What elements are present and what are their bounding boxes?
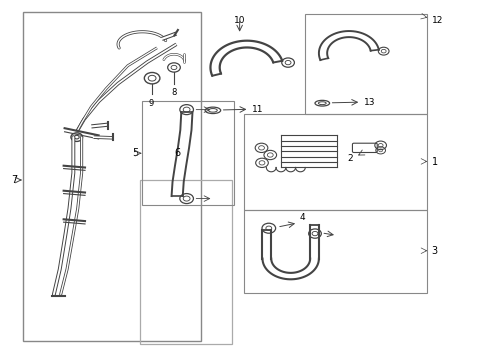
Bar	[305, 14, 426, 114]
Bar	[142, 102, 233, 205]
Bar	[140, 180, 232, 344]
Text: 12: 12	[431, 16, 442, 25]
Text: 1: 1	[431, 157, 437, 167]
Bar	[23, 12, 201, 341]
FancyBboxPatch shape	[352, 143, 376, 153]
Text: 13: 13	[363, 98, 374, 107]
Text: 4: 4	[299, 213, 305, 222]
Bar	[244, 114, 426, 210]
Text: 5: 5	[132, 148, 138, 158]
Text: 10: 10	[233, 16, 245, 25]
Text: 8: 8	[171, 88, 176, 97]
Text: 6: 6	[174, 148, 180, 158]
Text: 7: 7	[11, 175, 18, 185]
Text: 11: 11	[251, 105, 263, 114]
Bar	[244, 210, 426, 293]
Text: 9: 9	[148, 99, 153, 108]
Text: 2: 2	[347, 154, 353, 163]
Text: 3: 3	[431, 247, 437, 256]
